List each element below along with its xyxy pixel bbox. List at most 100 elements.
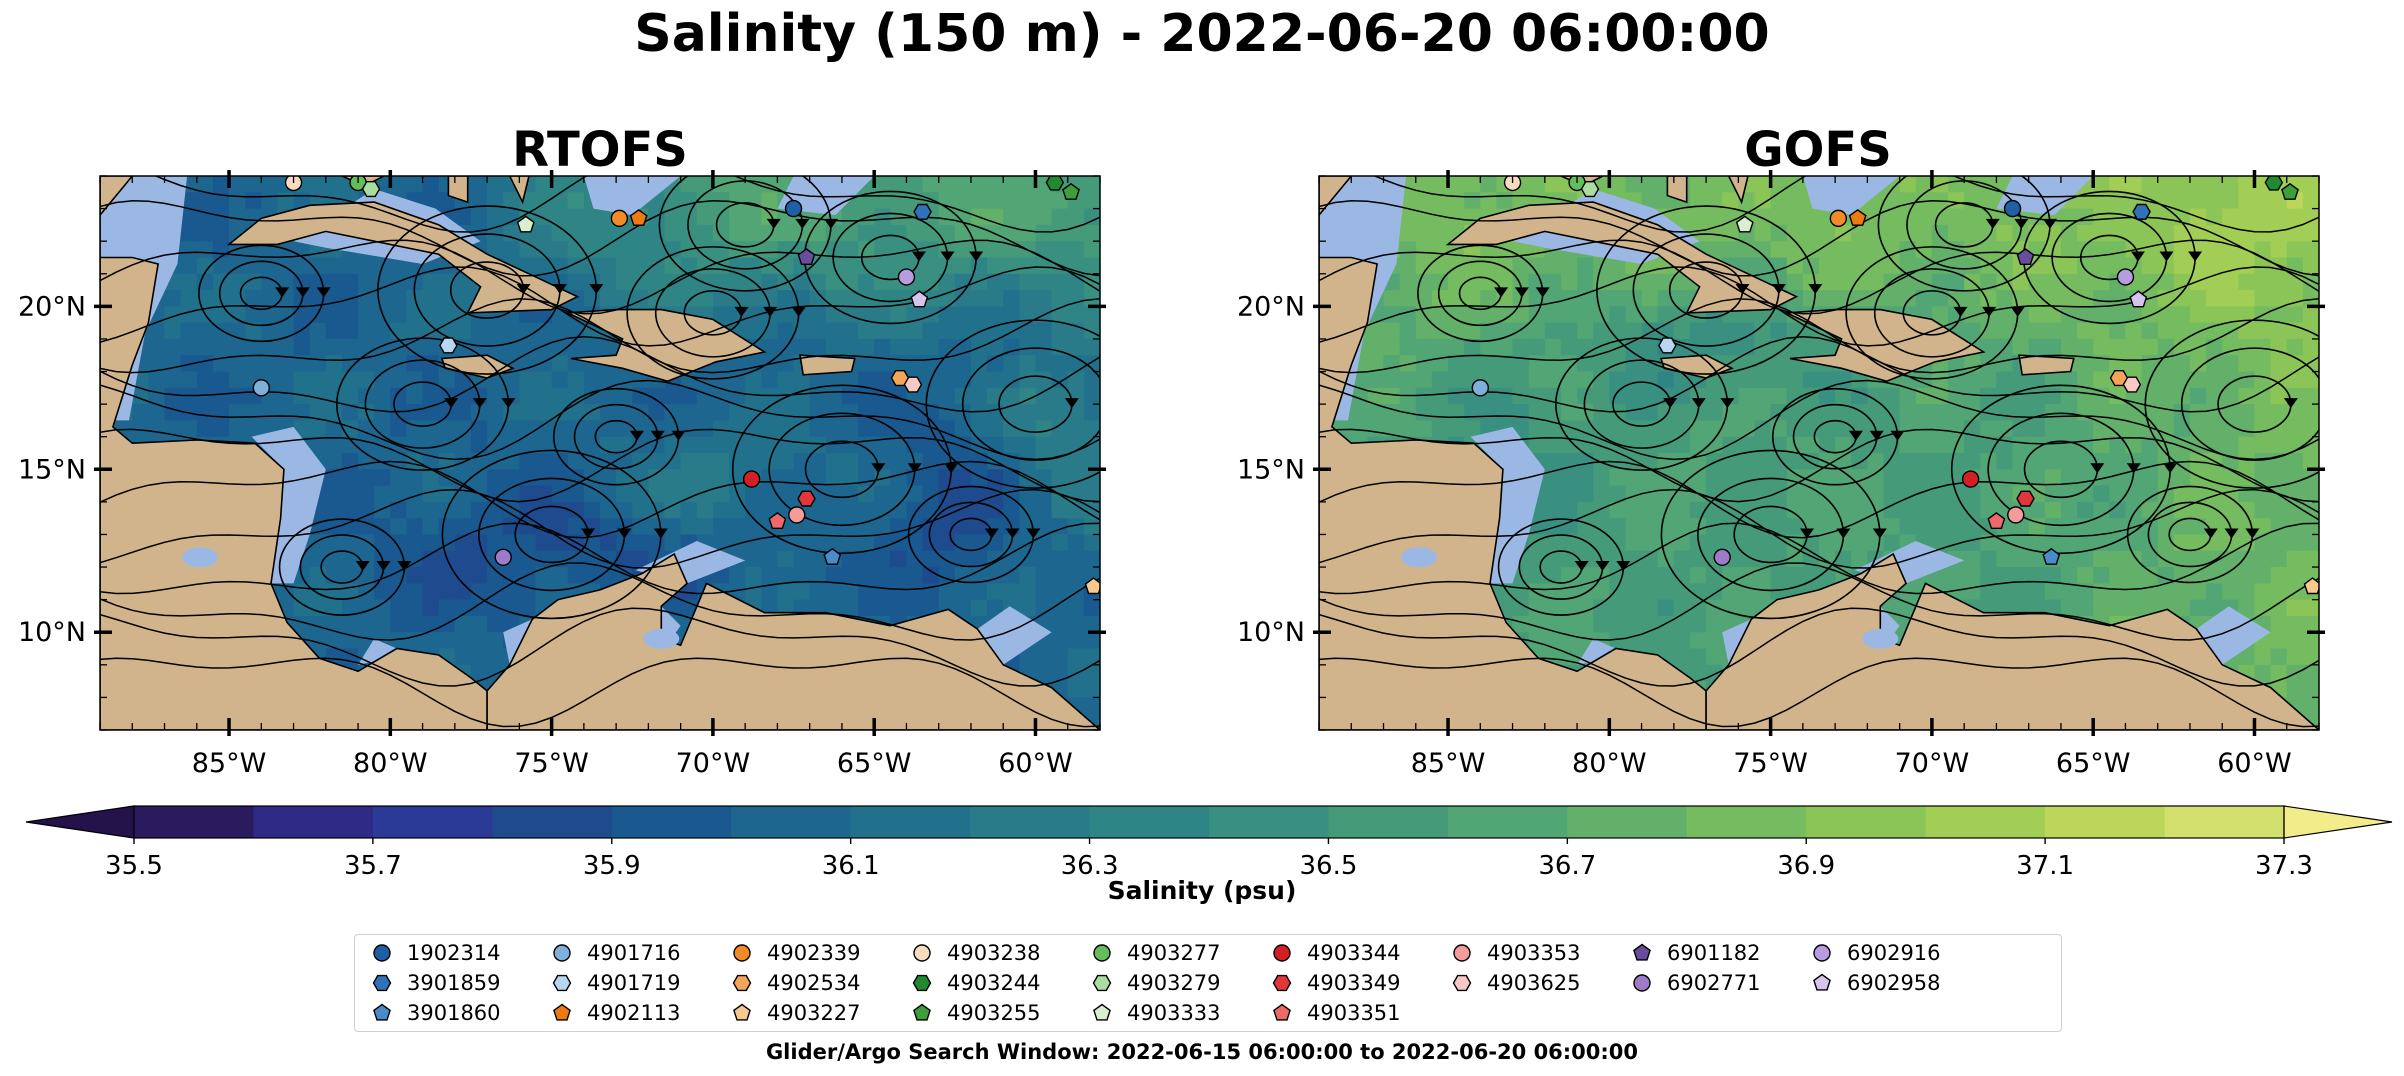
search-window-caption: Glider/Argo Search Window: 2022-06-15 06…: [765, 1040, 1639, 1064]
legend-item-3901860: 3901860: [371, 1001, 501, 1025]
legend-marker: [373, 1003, 391, 1021]
legend-marker-pentagon-icon: [913, 1003, 931, 1021]
float-marker-4902113: [1848, 209, 1867, 226]
shallow-shelf: [1470, 426, 1545, 584]
legend-label: 3901860: [407, 1001, 501, 1025]
legend-label: 6902958: [1847, 971, 1941, 995]
colorbar-bin: [1447, 806, 1568, 838]
legend-marker: [1273, 944, 1291, 962]
legend-label: 4903279: [1127, 971, 1221, 995]
legend-marker-pentagon-icon: [1093, 1003, 1111, 1021]
legend-marker: [1092, 974, 1112, 992]
legend-item-4902534: 4902534: [731, 971, 861, 995]
map-panel-rtofs: 85°W 80°W 75°W 70°W 65°W 60°W 10°N 15°N 20°N: [18, 170, 1106, 779]
float-marker-1902314: [784, 199, 803, 218]
legend-item-4903353: 4903353: [1451, 941, 1581, 965]
float-marker-4901716: [1471, 379, 1489, 397]
y-tick-label: 10°N: [18, 617, 86, 648]
float-marker-1902314: [2003, 199, 2022, 218]
map-panel-gofs: 85°W 80°W 75°W 70°W 65°W 60°W 10°N 15°N 20°N: [1237, 170, 2325, 779]
legend-label: 4903351: [1307, 1001, 1401, 1025]
colorbar-bin: [134, 806, 254, 838]
float-marker-4903227: [1084, 577, 1100, 595]
x-tick-label: 75°W: [1733, 748, 1808, 779]
legend-item-1902314: 1902314: [371, 941, 501, 965]
shallow-shelf: [251, 426, 326, 584]
legend-marker: [1633, 943, 1651, 961]
float-marker-4903238: [284, 176, 303, 192]
colorbar-bin: [1567, 806, 1688, 838]
legend-marker: [1813, 944, 1831, 962]
float-marker-4903333: [1735, 215, 1754, 233]
x-tick-label: 85°W: [1411, 748, 1486, 779]
land: [447, 176, 469, 204]
legend-item-3901859: 3901859: [371, 971, 501, 995]
float-marker-4901719: [439, 337, 458, 354]
legend-label: 4903227: [767, 1001, 861, 1025]
legend-marker: [372, 974, 392, 992]
float-marker-4901719: [1658, 337, 1677, 354]
legend-item-4903351: 4903351: [1271, 1001, 1401, 1025]
legend-marker-circle-icon: [1633, 974, 1651, 992]
legend-marker: [1093, 1003, 1111, 1021]
colorbar-tick-label: 36.3: [1061, 851, 1119, 881]
legend-item-4903625: 4903625: [1451, 971, 1581, 995]
legend-item-6902958: 6902958: [1811, 971, 1941, 995]
float-marker-4903344: [1961, 470, 1980, 488]
float-marker-6902916: [897, 268, 916, 286]
colorbar-bin: [1209, 806, 1329, 838]
colorbar-tick-label: 35.5: [105, 851, 163, 881]
float-marker-4903227: [2303, 577, 2319, 595]
float-marker-4903279: [361, 180, 381, 198]
legend-item-4903244: 4903244: [911, 971, 1041, 995]
colorbar-tick-label: 35.7: [344, 851, 402, 881]
float-marker-4903625: [2122, 376, 2142, 393]
colorbar-tick-label: 35.9: [583, 851, 641, 881]
float-marker-6901182: [797, 248, 816, 265]
legend-item-4902339: 4902339: [731, 941, 861, 965]
current-streamlines: [100, 176, 1100, 728]
x-tick-label: 60°W: [998, 748, 1073, 779]
map-frame: [99, 175, 1101, 731]
legend-item-6902771: 6902771: [1631, 971, 1761, 995]
legend-item-4903255: 4903255: [911, 1001, 1041, 1025]
legend-marker-pentagon-icon: [1813, 973, 1831, 991]
legend-marker-circle-icon: [733, 944, 751, 962]
current-streamlines: [1319, 176, 2319, 728]
float-marker-4903244: [1045, 176, 1065, 191]
float-marker-4901716: [252, 379, 270, 397]
colorbar-extend-low: [25, 805, 135, 839]
colorbar-bin: [253, 806, 374, 838]
legend-label: 4903625: [1487, 971, 1581, 995]
colorbar-tick-label: 36.5: [1299, 851, 1357, 881]
float-marker-4903238: [1503, 176, 1522, 192]
legend-marker: [373, 944, 391, 962]
float-marker-4902339: [1829, 209, 1848, 228]
legend-marker-pentagon-icon: [733, 1003, 751, 1021]
legend-item-4902113: 4902113: [551, 1001, 681, 1025]
legend-marker-hexagon-icon: [552, 974, 572, 992]
legend-label: 4902113: [587, 1001, 681, 1025]
x-tick-label: 65°W: [2056, 748, 2131, 779]
y-tick-label: 10°N: [1237, 617, 1305, 648]
legend-label: 1902314: [407, 941, 501, 965]
legend-marker-circle-icon: [1453, 944, 1471, 962]
land: [1666, 176, 1688, 204]
legend-marker-hexagon-icon: [1272, 974, 1292, 992]
legend-item-4903349: 4903349: [1271, 971, 1401, 995]
colorbar-bin: [1089, 806, 1210, 838]
float-marker-4903353: [2007, 506, 2025, 524]
legend-item-6902916: 6902916: [1811, 941, 1941, 965]
legend-marker: [913, 944, 931, 962]
float-marker-6902916: [2116, 268, 2135, 286]
lake: [1862, 628, 1899, 649]
float-marker-4903255: [1062, 182, 1080, 200]
land: [1445, 201, 1799, 314]
land: [226, 201, 580, 314]
lake: [182, 547, 218, 568]
legend-label: 4903349: [1307, 971, 1401, 995]
x-tick-label: 85°W: [192, 748, 267, 779]
legend-marker: [553, 1003, 571, 1021]
shallow-shelf: [2196, 606, 2271, 665]
